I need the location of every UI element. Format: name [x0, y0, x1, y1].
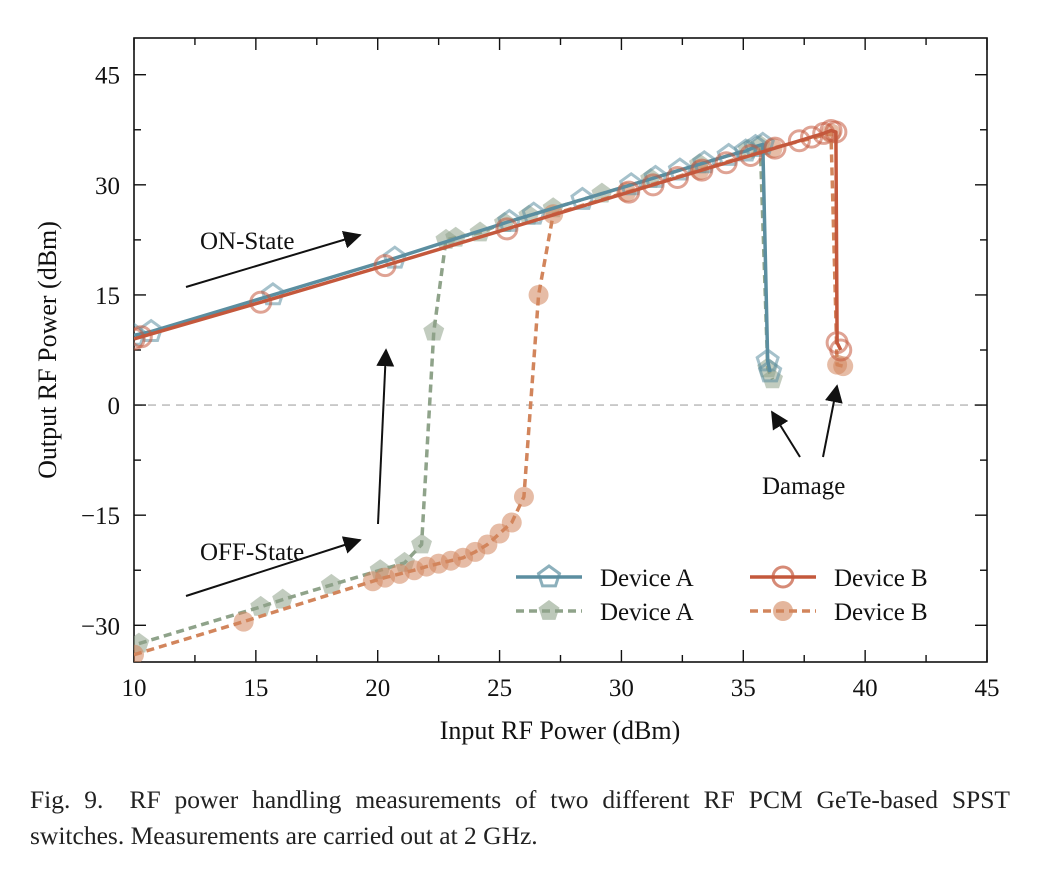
- data-point: [800, 125, 824, 149]
- data-point: [618, 171, 644, 196]
- damage-arrow-a: [771, 410, 801, 458]
- y-tick-label: 45: [95, 63, 120, 90]
- tick-labels: 10 15 20 25 30 35 40 45 −30 −15 0 15 30 45: [81, 63, 1000, 702]
- data-point: [233, 611, 254, 632]
- series-layer: [134, 118, 854, 662]
- series-device-b-on: [134, 118, 853, 362]
- legend-label-device-b-off: Device B: [834, 599, 928, 626]
- series-device-b-off: [134, 123, 854, 662]
- off-to-on-arrow: [376, 348, 395, 525]
- data-point: [320, 573, 342, 594]
- data-point: [423, 320, 445, 341]
- legend-entry-device-b-on: Device B: [750, 565, 928, 592]
- plot-area: [133, 37, 988, 663]
- data-point: [513, 486, 534, 507]
- data-point: [570, 186, 595, 210]
- legend-label-device-a-off: Device A: [600, 599, 694, 626]
- x-tick-label: 35: [731, 675, 756, 702]
- data-point: [528, 284, 549, 305]
- series-line: [134, 142, 772, 373]
- axis-ticks: [133, 38, 988, 662]
- legend-marker-device-a-on: [536, 564, 562, 588]
- data-point: [763, 136, 787, 160]
- power-handling-chart: 10 15 20 25 30 35 40 45 −30 −15 0 15 30 45 Input RF P…: [33, 37, 1000, 745]
- x-tick-label: 25: [487, 675, 512, 702]
- data-point: [641, 173, 665, 197]
- data-point: [643, 164, 668, 188]
- data-point: [250, 595, 272, 616]
- data-point: [739, 143, 763, 167]
- data-point: [665, 165, 689, 189]
- x-tick-label: 30: [609, 675, 634, 702]
- data-point: [787, 129, 811, 153]
- data-point: [495, 217, 519, 241]
- data-point: [692, 149, 717, 174]
- on-state-annotation: ON-State: [185, 228, 362, 288]
- legend-entry-device-a-on: Device A: [516, 564, 694, 592]
- legend-entry-device-a-off: Device A: [516, 599, 694, 626]
- legend-marker-device-a-off: [538, 600, 560, 620]
- damage-label: Damage: [762, 473, 845, 500]
- figure-number: Fig. 9.: [30, 785, 104, 814]
- chart-figure: 10 15 20 25 30 35 40 45 −30 −15 0 15 30 45 Input RF P…: [33, 37, 1000, 745]
- series-device-a-on: [134, 131, 783, 383]
- x-tick-label: 40: [853, 675, 878, 702]
- data-point: [714, 151, 738, 175]
- y-tick-label: 30: [95, 173, 120, 200]
- damage-arrow-b: [822, 384, 843, 458]
- series-line: [134, 131, 844, 657]
- caption-text: RF power handling measurements of two di…: [30, 785, 1010, 850]
- x-tick-label: 10: [122, 675, 147, 702]
- x-axis-label: Input RF Power (dBm): [440, 716, 681, 745]
- data-point: [501, 512, 522, 533]
- data-point: [824, 120, 848, 144]
- data-point: [411, 533, 432, 554]
- data-point: [667, 157, 693, 181]
- legend-label-device-b-on: Device B: [834, 565, 928, 592]
- on-state-label: ON-State: [200, 228, 294, 255]
- y-axis-label: Output RF Power (dBm): [33, 221, 62, 479]
- y-tick-label: 0: [108, 393, 121, 420]
- x-tick-label: 20: [365, 675, 390, 702]
- x-tick-label: 45: [975, 675, 1000, 702]
- legend-marker-device-b-on: [771, 565, 795, 589]
- data-point: [272, 588, 294, 609]
- damage-annotation: Damage: [762, 384, 845, 500]
- data-point: [134, 327, 146, 351]
- figure-caption: Fig. 9. RF power handling measurements of…: [30, 782, 1010, 854]
- y-tick-label: −30: [81, 613, 120, 640]
- legend-label-device-a-on: Device A: [600, 565, 694, 592]
- data-point: [249, 290, 273, 314]
- data-point: [757, 359, 783, 383]
- on-state-arrow: [185, 231, 362, 288]
- data-point: [134, 325, 153, 349]
- data-point: [373, 254, 397, 278]
- series-line: [134, 128, 843, 351]
- y-tick-label: −15: [81, 503, 120, 530]
- data-point: [521, 201, 546, 225]
- legend: Device A Device A Device B Device B: [516, 564, 928, 626]
- legend-marker-device-b-off: [773, 601, 793, 621]
- data-point: [829, 338, 853, 362]
- off-state-annotation: OFF-State: [185, 348, 395, 597]
- off-state-label: OFF-State: [200, 539, 304, 566]
- x-tick-label: 15: [243, 675, 268, 702]
- legend-entry-device-b-off: Device B: [750, 599, 928, 626]
- data-point: [134, 644, 144, 662]
- data-point: [617, 180, 641, 204]
- data-point: [690, 158, 714, 182]
- data-point: [497, 208, 522, 232]
- y-tick-label: 15: [95, 283, 120, 310]
- data-point: [260, 282, 286, 306]
- data-point: [755, 348, 780, 372]
- off-state-arrow: [185, 536, 362, 597]
